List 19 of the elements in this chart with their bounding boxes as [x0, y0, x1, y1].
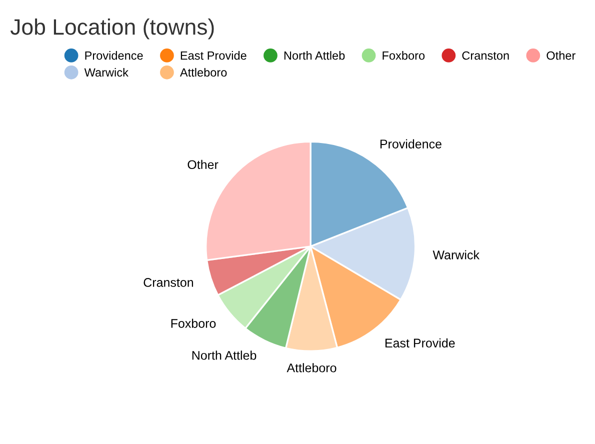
pie-slice: [310, 207, 416, 301]
slice-label: Other: [188, 160, 218, 170]
legend-label: Other: [546, 51, 576, 60]
legend-label: Warwick: [84, 68, 128, 77]
chart-title: Job Location (towns): [10, 18, 214, 40]
slice-label: East Provide: [385, 338, 455, 348]
slice-label: Providence: [380, 139, 442, 148]
pie-slice: [284, 246, 338, 352]
legend-label: North Attleb: [284, 51, 345, 60]
slice-label: Cranston: [144, 278, 194, 287]
legend-label: Foxboro: [382, 51, 425, 60]
legend-label: East Provide: [180, 51, 246, 60]
slice-label: North Attleb: [192, 350, 256, 360]
slice-label: Attleboro: [286, 363, 336, 372]
legend-label: Providence: [85, 51, 143, 60]
slice-label: Foxboro: [171, 318, 216, 328]
legend-label: Attleboro: [180, 68, 227, 77]
legend-label: Cranston: [462, 51, 509, 60]
slice-label: Warwick: [432, 250, 480, 260]
